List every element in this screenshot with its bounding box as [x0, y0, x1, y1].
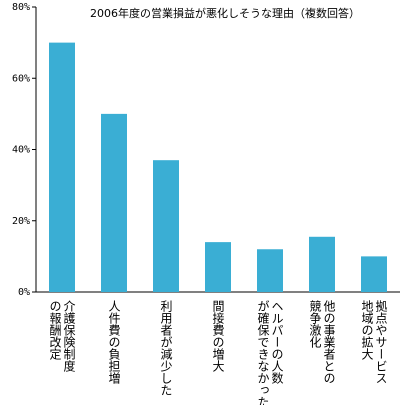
- category-label: 利用者が減少した: [159, 300, 173, 396]
- bar: [361, 256, 387, 292]
- bars: [49, 42, 387, 292]
- chart-title: 2006年度の営業損益が悪化しそうな理由（複数回答）: [90, 6, 360, 20]
- category-label: の報酬改定: [48, 300, 62, 361]
- bar: [153, 160, 179, 292]
- category-label: が確保できなかった: [256, 300, 270, 405]
- category-label: 競争激化: [308, 299, 322, 349]
- y-tick-label: 80%: [12, 2, 30, 13]
- y-tick-label: 60%: [12, 73, 30, 84]
- category-label: ヘルパーの人数: [270, 300, 284, 385]
- y-axis: 0% 20% 40% 60% 80%: [12, 2, 400, 298]
- category-label: 拠点やサービス: [374, 300, 388, 384]
- bar: [205, 242, 231, 292]
- category-label: 他の事業者との: [322, 300, 336, 384]
- bar: [49, 42, 75, 292]
- category-label: 地域の拡大: [360, 300, 374, 360]
- bar: [309, 236, 335, 292]
- y-tick-label: 40%: [12, 145, 30, 156]
- y-tick-label: 20%: [12, 216, 30, 227]
- bar: [257, 249, 283, 292]
- category-label: 介護保険制度: [62, 300, 76, 372]
- bar: [101, 113, 127, 292]
- category-label: 人件費の負担増: [107, 300, 121, 385]
- y-tick-label: 0%: [18, 287, 30, 298]
- category-label: 間接費の増大: [211, 300, 225, 372]
